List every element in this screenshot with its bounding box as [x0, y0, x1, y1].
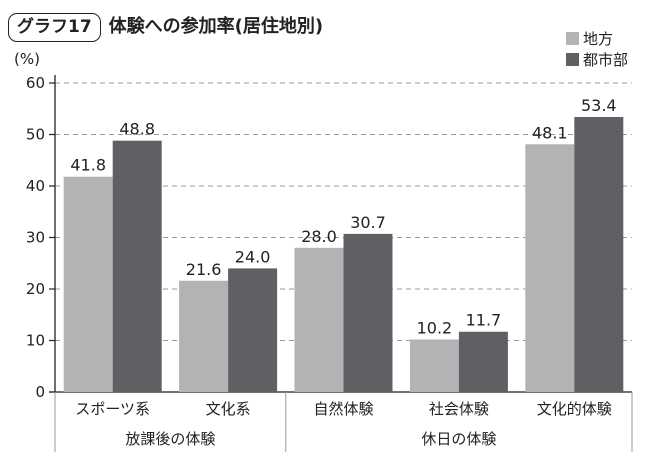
legend-item-chiho: 地方: [566, 28, 628, 49]
legend-item-toshi: 都市部: [566, 49, 628, 70]
bar-chiho: [63, 176, 113, 392]
legend-swatch-toshi: [566, 53, 579, 66]
bar-toshi: [228, 268, 278, 392]
legend-label-toshi: 都市部: [583, 51, 629, 69]
data-label: 30.7: [350, 213, 386, 232]
y-tick-label: 40: [26, 177, 45, 195]
y-tick-label: 0: [35, 383, 45, 401]
category-label: 文化的体験: [537, 400, 612, 418]
y-tick-label: 30: [26, 229, 45, 247]
data-label: 53.4: [581, 96, 617, 115]
data-label: 21.6: [186, 260, 222, 279]
data-label: 11.7: [466, 311, 502, 330]
bar-toshi: [574, 116, 624, 393]
bar-chiho: [409, 339, 459, 392]
bar-chiho: [179, 280, 229, 392]
y-axis-label: (%): [14, 50, 40, 68]
data-label: 10.2: [417, 318, 453, 337]
chart-title: 体験への参加率(居住地別): [108, 16, 324, 37]
y-tick-label: 20: [26, 280, 45, 298]
bar-toshi: [458, 331, 508, 392]
bar-chiho: [525, 144, 575, 392]
bar-toshi: [112, 140, 162, 392]
category-label: 社会体験: [429, 400, 489, 418]
data-label: 48.1: [532, 123, 568, 142]
figure-number-badge: グラフ17: [8, 12, 101, 42]
y-tick-label: 60: [26, 74, 45, 92]
legend: 地方 都市部: [566, 28, 628, 70]
bar-toshi: [343, 233, 393, 392]
y-tick-label: 10: [26, 332, 45, 350]
data-label: 41.8: [70, 156, 106, 175]
group-label: 休日の体験: [421, 430, 496, 448]
chart-header: グラフ17 体験への参加率(居住地別): [8, 10, 323, 44]
group-label: 放課後の体験: [125, 430, 215, 448]
category-label: スポーツ系: [75, 400, 150, 418]
y-tick-label: 50: [26, 126, 45, 144]
bar-chiho: [294, 247, 344, 392]
legend-label-chiho: 地方: [583, 30, 614, 48]
category-label: 自然体験: [313, 400, 373, 418]
data-label: 24.0: [235, 247, 271, 266]
data-label: 28.0: [301, 227, 337, 246]
category-label: 文化系: [206, 400, 251, 418]
legend-swatch-chiho: [566, 32, 579, 45]
data-label: 48.8: [119, 120, 155, 139]
